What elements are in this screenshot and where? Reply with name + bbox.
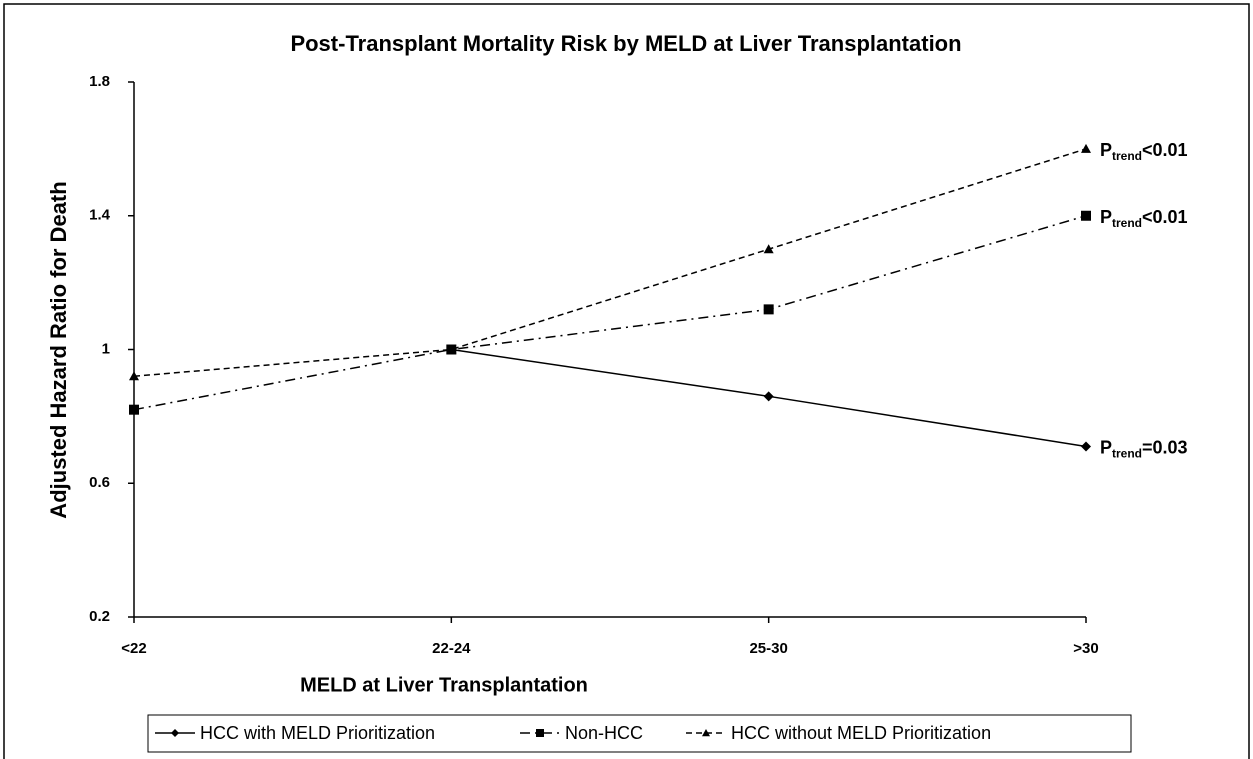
- data-point: [1081, 210, 1091, 221]
- data-point: [1081, 441, 1091, 452]
- annotation-tail: <0.01: [1142, 140, 1188, 160]
- x-tick-label: 22-24: [432, 640, 471, 657]
- series-line: [133, 215, 1087, 411]
- x-axis-label: MELD at Liver Transplantation: [300, 674, 588, 696]
- data-point: [446, 344, 457, 354]
- annotation: Ptrend<0.01: [1100, 207, 1188, 230]
- annotation: Ptrend=0.03: [1100, 437, 1188, 460]
- data-point: [763, 304, 774, 315]
- annotation-tail: =0.03: [1142, 437, 1188, 457]
- annotation-main: P: [1100, 207, 1112, 227]
- legend-box: [147, 714, 1132, 753]
- y-tick-label: 0.6: [89, 474, 110, 491]
- annotation-sub: trend: [1112, 216, 1142, 230]
- series-line: [133, 148, 1087, 377]
- data-point: [129, 371, 139, 381]
- annotation-sub: trend: [1112, 149, 1142, 163]
- annotation: Ptrend<0.01: [1100, 140, 1188, 163]
- data-point: [763, 391, 774, 402]
- y-tick-label: 1.4: [89, 207, 111, 224]
- legend-label: HCC without MELD Prioritization: [731, 723, 991, 743]
- legend-marker: [171, 729, 179, 737]
- annotation-main: P: [1100, 140, 1112, 160]
- legend-label: Non-HCC: [565, 723, 643, 743]
- legend-marker: [536, 729, 544, 737]
- chart-frame: [3, 3, 1250, 759]
- data-point: [1081, 143, 1091, 153]
- legend-label: HCC with MELD Prioritization: [200, 723, 435, 743]
- annotation-tail: <0.01: [1142, 207, 1188, 227]
- y-axis-label: Adjusted Hazard Ratio for Death: [46, 181, 71, 518]
- y-tick-label: 1.8: [89, 73, 110, 90]
- data-point: [129, 404, 139, 415]
- annotation-main: P: [1100, 437, 1112, 457]
- annotation-sub: trend: [1112, 447, 1142, 461]
- y-tick-label: 1: [102, 340, 110, 357]
- data-point: [763, 244, 774, 254]
- y-tick-label: 0.2: [89, 608, 110, 625]
- x-tick-label: <22: [121, 640, 146, 657]
- x-tick-label: >30: [1073, 640, 1098, 657]
- x-tick-label: 25-30: [749, 640, 787, 657]
- legend-marker: [702, 729, 710, 737]
- chart-title: Post-Transplant Mortality Risk by MELD a…: [290, 31, 961, 56]
